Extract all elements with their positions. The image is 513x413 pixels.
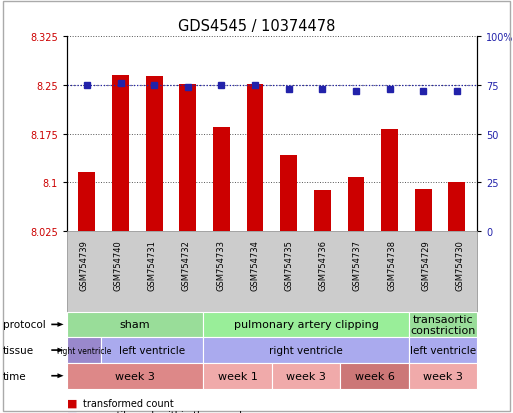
Text: GSM754738: GSM754738 <box>387 240 396 290</box>
Text: ■: ■ <box>67 411 77 413</box>
Text: ■: ■ <box>67 398 77 408</box>
Bar <box>280 156 297 231</box>
Text: right ventricle: right ventricle <box>56 346 111 355</box>
Bar <box>146 77 163 231</box>
Text: sham: sham <box>120 320 150 330</box>
Text: GSM754737: GSM754737 <box>353 240 362 290</box>
Text: week 3: week 3 <box>115 371 155 381</box>
Text: percentile rank within the sample: percentile rank within the sample <box>83 411 248 413</box>
Text: time: time <box>3 371 26 381</box>
Text: week 3: week 3 <box>423 371 463 381</box>
Text: GSM754732: GSM754732 <box>182 240 191 290</box>
Bar <box>314 190 331 231</box>
Bar <box>381 130 398 231</box>
Bar <box>213 128 230 231</box>
Bar <box>247 84 264 231</box>
Text: left ventricle: left ventricle <box>119 345 185 355</box>
Text: transformed count: transformed count <box>83 398 174 408</box>
Text: GSM754735: GSM754735 <box>285 240 293 290</box>
Text: GSM754739: GSM754739 <box>80 240 88 290</box>
Text: GSM754736: GSM754736 <box>319 240 328 290</box>
Text: GSM754740: GSM754740 <box>113 240 123 290</box>
Bar <box>348 178 364 231</box>
Text: left ventricle: left ventricle <box>410 345 476 355</box>
Text: GSM754731: GSM754731 <box>148 240 156 290</box>
Bar <box>112 76 129 231</box>
Text: week 6: week 6 <box>354 371 394 381</box>
Text: GSM754733: GSM754733 <box>216 240 225 290</box>
Text: tissue: tissue <box>3 345 34 355</box>
Text: GSM754734: GSM754734 <box>250 240 259 290</box>
Text: protocol: protocol <box>3 320 45 330</box>
Bar <box>448 183 465 231</box>
Text: right ventricle: right ventricle <box>269 345 343 355</box>
Bar <box>78 173 95 231</box>
Bar <box>415 189 431 231</box>
Text: pulmonary artery clipping: pulmonary artery clipping <box>233 320 379 330</box>
Text: GSM754729: GSM754729 <box>421 240 430 290</box>
Text: week 1: week 1 <box>218 371 258 381</box>
Text: week 3: week 3 <box>286 371 326 381</box>
Bar <box>180 84 196 231</box>
Text: GDS4545 / 10374478: GDS4545 / 10374478 <box>178 19 335 33</box>
Text: GSM754730: GSM754730 <box>456 240 464 290</box>
Text: transaortic
constriction: transaortic constriction <box>410 314 476 335</box>
